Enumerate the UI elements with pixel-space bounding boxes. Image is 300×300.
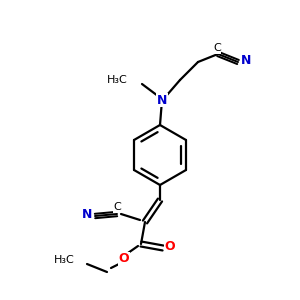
- Text: O: O: [165, 241, 175, 254]
- Text: C: C: [213, 43, 221, 53]
- Text: N: N: [82, 208, 92, 221]
- Text: H₃C: H₃C: [107, 75, 128, 85]
- Text: N: N: [241, 53, 251, 67]
- Text: C: C: [113, 202, 121, 212]
- Text: O: O: [119, 253, 129, 266]
- Text: N: N: [157, 94, 167, 106]
- Text: H₃C: H₃C: [54, 255, 75, 265]
